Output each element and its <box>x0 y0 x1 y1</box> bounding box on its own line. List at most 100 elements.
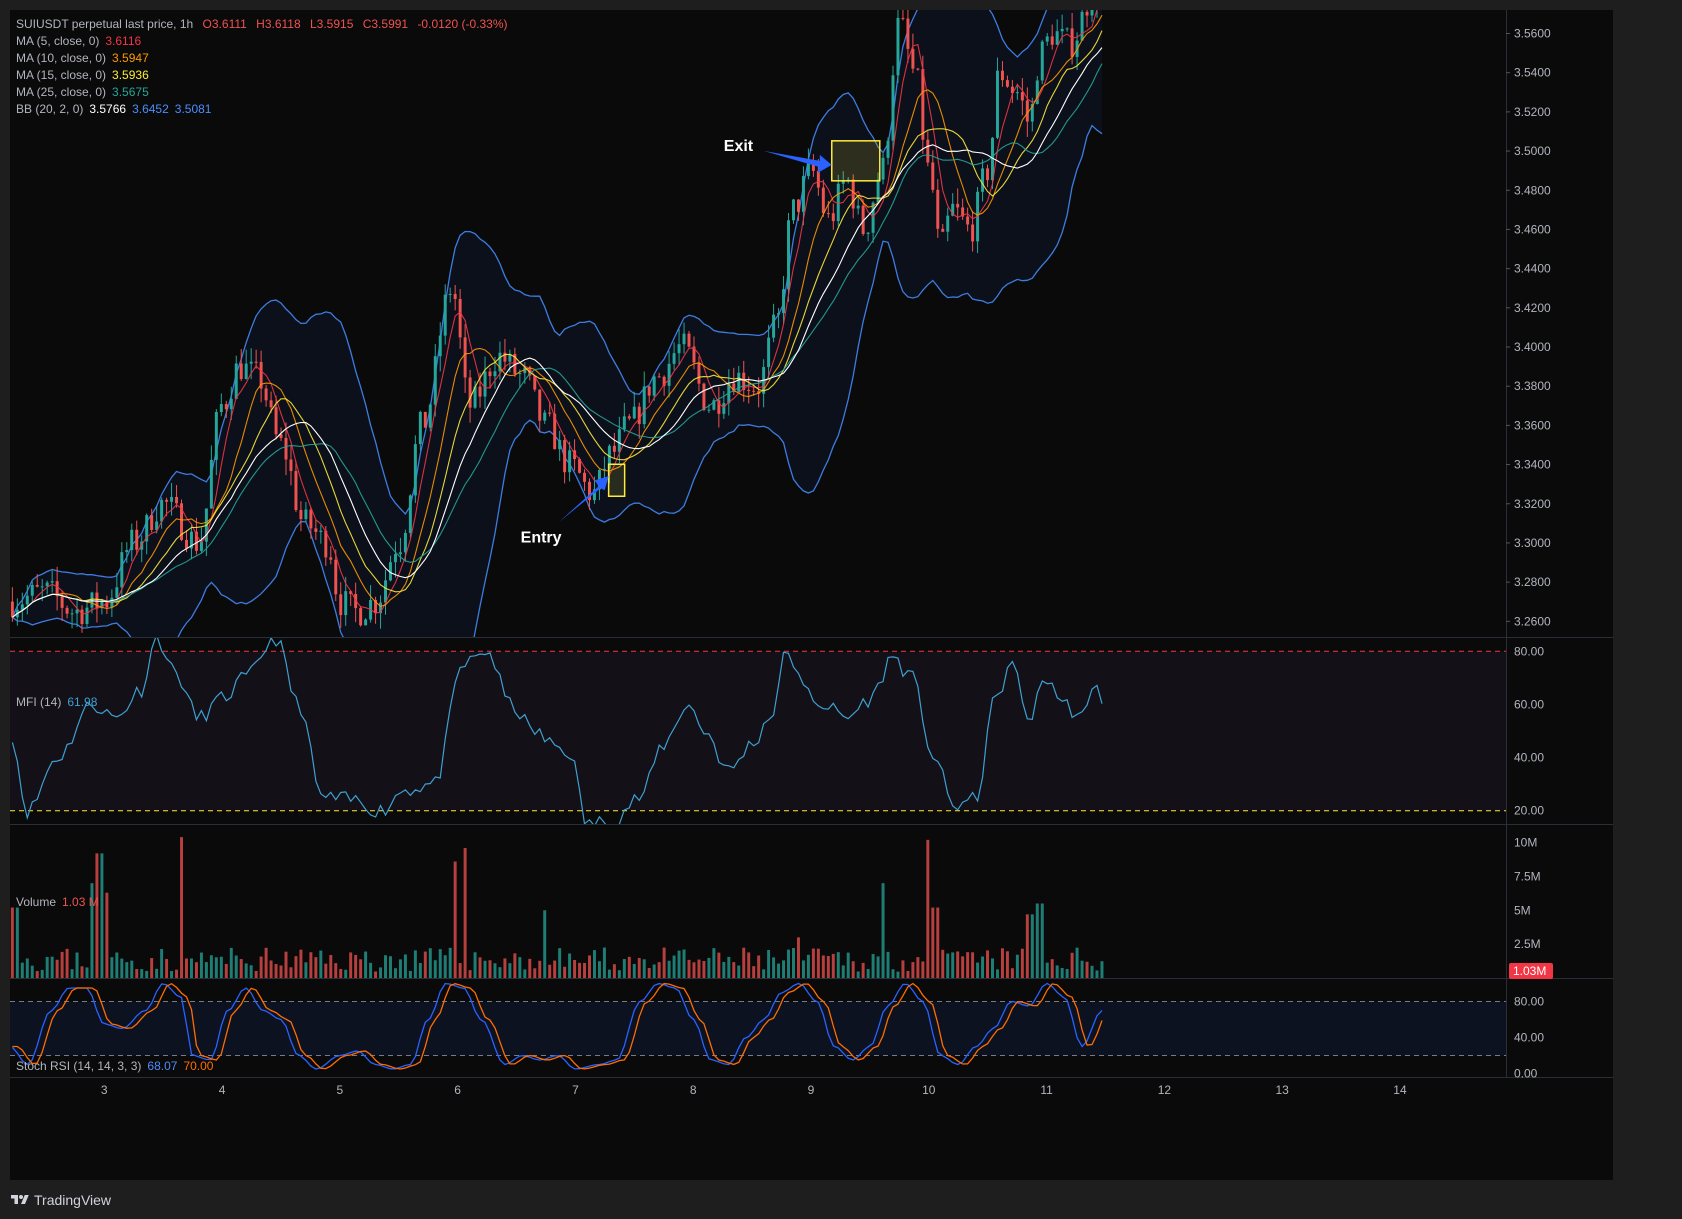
volume-bar-17 <box>95 853 99 978</box>
candle-body-20 <box>110 597 114 608</box>
candle-body-18 <box>100 601 104 609</box>
volume-bar-209 <box>1050 959 1054 978</box>
volume-bar-102 <box>518 957 522 978</box>
candle-body-163 <box>821 187 825 214</box>
volume-bar-0 <box>10 907 14 978</box>
candle-body-195 <box>981 168 985 192</box>
volume-bar-143 <box>722 961 726 978</box>
ohlc-change: -0.0120 (-0.33%) <box>417 17 508 31</box>
volume-bar-130 <box>657 962 661 978</box>
chart-canvas[interactable]: 3.5600 3.5400 3.5200 3.5000 3.4800 3.4600 3.44… <box>10 10 1613 1180</box>
volume-bar-171 <box>861 962 865 978</box>
candle-body-123 <box>622 416 626 430</box>
volume-bar-115 <box>583 962 587 978</box>
candle-body-203 <box>1020 92 1024 101</box>
candle-body-196 <box>986 168 990 181</box>
time-tick-label-2: 5 <box>336 1083 343 1097</box>
time-tick-label-1: 4 <box>219 1083 226 1097</box>
volume-bar-50 <box>259 956 263 978</box>
candle-body-56 <box>289 459 293 472</box>
volume-bar-108 <box>548 964 552 978</box>
bollinger-upper <box>11 10 1048 618</box>
price-tick-label-12: 3.3200 <box>1514 497 1551 511</box>
volume-bar-79 <box>403 954 407 978</box>
volume-bar-137 <box>692 962 696 978</box>
candle-body-176 <box>886 140 890 158</box>
candle-body-90 <box>458 298 462 338</box>
volume-bar-37 <box>194 962 198 978</box>
legend-ma15[interactable]: MA (15, close, 0) 3.5936 <box>16 67 507 84</box>
stoch-legend[interactable]: Stoch RSI (14, 14, 3, 3) 68.07 70.00 <box>16 1058 213 1075</box>
volume-bar-150 <box>757 955 761 978</box>
candle-body-130 <box>657 376 661 378</box>
mfi-legend[interactable]: MFI (14) 61.98 <box>16 694 97 711</box>
volume-bar-49 <box>254 970 258 978</box>
legend-bb[interactable]: BB (20, 2, 0) 3.5766 3.6452 3.5081 <box>16 101 507 118</box>
candle-body-36 <box>189 531 193 549</box>
candle-body-156 <box>787 220 790 290</box>
candle-body-9 <box>55 581 59 597</box>
candle-body-95 <box>483 371 487 397</box>
candle-body-188 <box>946 215 950 232</box>
legend-ma5[interactable]: MA (5, close, 0) 3.6116 <box>16 33 507 50</box>
volume-bar-75 <box>384 955 387 978</box>
candle-body-213 <box>1070 28 1074 57</box>
candle-body-78 <box>398 552 402 555</box>
legend-ma10[interactable]: MA (10, close, 0) 3.5947 <box>16 50 507 67</box>
volume-bar-218 <box>1095 970 1099 978</box>
volume-bar-36 <box>189 958 193 978</box>
legend-bb-label: BB (20, 2, 0) <box>16 102 84 116</box>
candle-body-89 <box>453 293 457 299</box>
candle-body-105 <box>533 375 537 390</box>
candle-body-84 <box>428 404 432 428</box>
candle-body-200 <box>1005 80 1009 87</box>
candle-body-142 <box>717 400 721 414</box>
tradingview-footer[interactable]: TradingView <box>10 1188 111 1212</box>
candle-body-185 <box>931 162 935 190</box>
volume-bar-68 <box>349 952 353 978</box>
candle-body-126 <box>637 406 641 425</box>
candle-body-112 <box>568 450 572 473</box>
volume-bar-42 <box>219 956 223 978</box>
candle-body-65 <box>334 559 338 595</box>
volume-bar-156 <box>787 949 790 978</box>
volume-bar-205 <box>1030 914 1034 978</box>
mfi-tick-label-2: 40.00 <box>1514 751 1544 765</box>
volume-bar-54 <box>279 965 283 978</box>
candle-body-75 <box>384 580 387 603</box>
volume-legend[interactable]: Volume 1.03 M <box>16 894 99 911</box>
volume-bar-140 <box>707 957 711 978</box>
volume-bar-14 <box>80 966 84 978</box>
volume-bar-116 <box>588 955 591 978</box>
volume-bar-118 <box>597 961 601 978</box>
volume-bar-122 <box>617 970 621 978</box>
volume-bar-117 <box>592 950 596 978</box>
candle-body-15 <box>85 607 89 624</box>
candle-body-115 <box>583 472 587 482</box>
candle-body-80 <box>408 495 412 533</box>
legend-ma25[interactable]: MA (25, close, 0) 3.5675 <box>16 84 507 101</box>
symbol-title[interactable]: SUIUSDT perpetual last price, 1h <box>16 17 194 31</box>
volume-bar-19 <box>105 892 109 978</box>
price-tick-label-13: 3.3000 <box>1514 536 1551 550</box>
candle-body-106 <box>538 389 542 421</box>
volume-bar-43 <box>224 963 228 978</box>
volume-bar-103 <box>523 969 527 978</box>
legend-ma10-value: 3.5947 <box>112 51 149 65</box>
volume-legend-label: Volume <box>16 895 57 909</box>
candle-body-149 <box>752 390 756 392</box>
candle-body-61 <box>314 528 318 532</box>
volume-bar-158 <box>796 937 800 978</box>
candle-body-135 <box>682 333 686 345</box>
candle-body-66 <box>339 594 343 616</box>
time-tick-label-10: 13 <box>1276 1083 1290 1097</box>
volume-bar-85 <box>433 960 437 978</box>
candle-body-191 <box>961 207 965 217</box>
volume-bar-112 <box>568 953 572 978</box>
volume-bar-13 <box>75 952 79 978</box>
candle-body-165 <box>831 213 835 222</box>
volume-bar-105 <box>533 968 537 978</box>
candle-body-111 <box>563 440 567 473</box>
volume-bar-191 <box>961 956 965 978</box>
volume-bar-56 <box>289 967 293 978</box>
